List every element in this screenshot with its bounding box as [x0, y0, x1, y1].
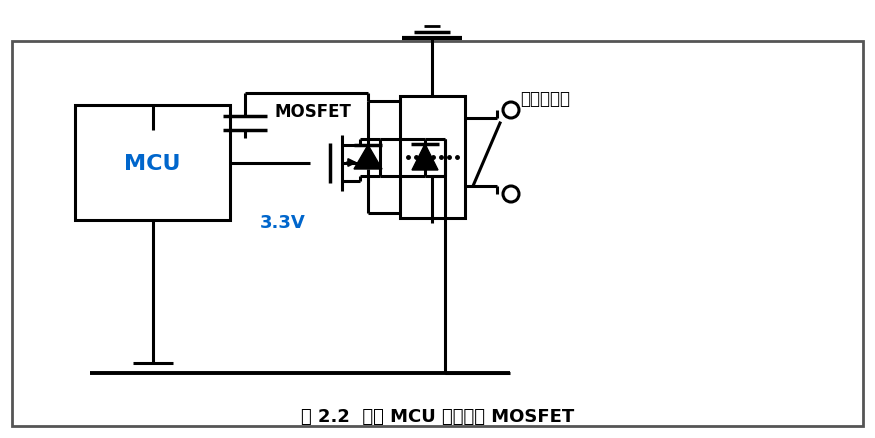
Text: MCU: MCU	[124, 153, 181, 173]
Bar	[75, 106, 230, 220]
Bar	[12, 42, 863, 426]
Bar	[400, 97, 465, 219]
Polygon shape	[354, 146, 382, 170]
Text: 功率继电器: 功率继电器	[520, 90, 570, 108]
Text: 图 2.2  通过 MCU 直接驱动 MOSFET: 图 2.2 通过 MCU 直接驱动 MOSFET	[301, 407, 574, 425]
Text: 3.3V: 3.3V	[260, 214, 305, 232]
Polygon shape	[412, 145, 438, 171]
Text: MOSFET: MOSFET	[275, 103, 352, 121]
